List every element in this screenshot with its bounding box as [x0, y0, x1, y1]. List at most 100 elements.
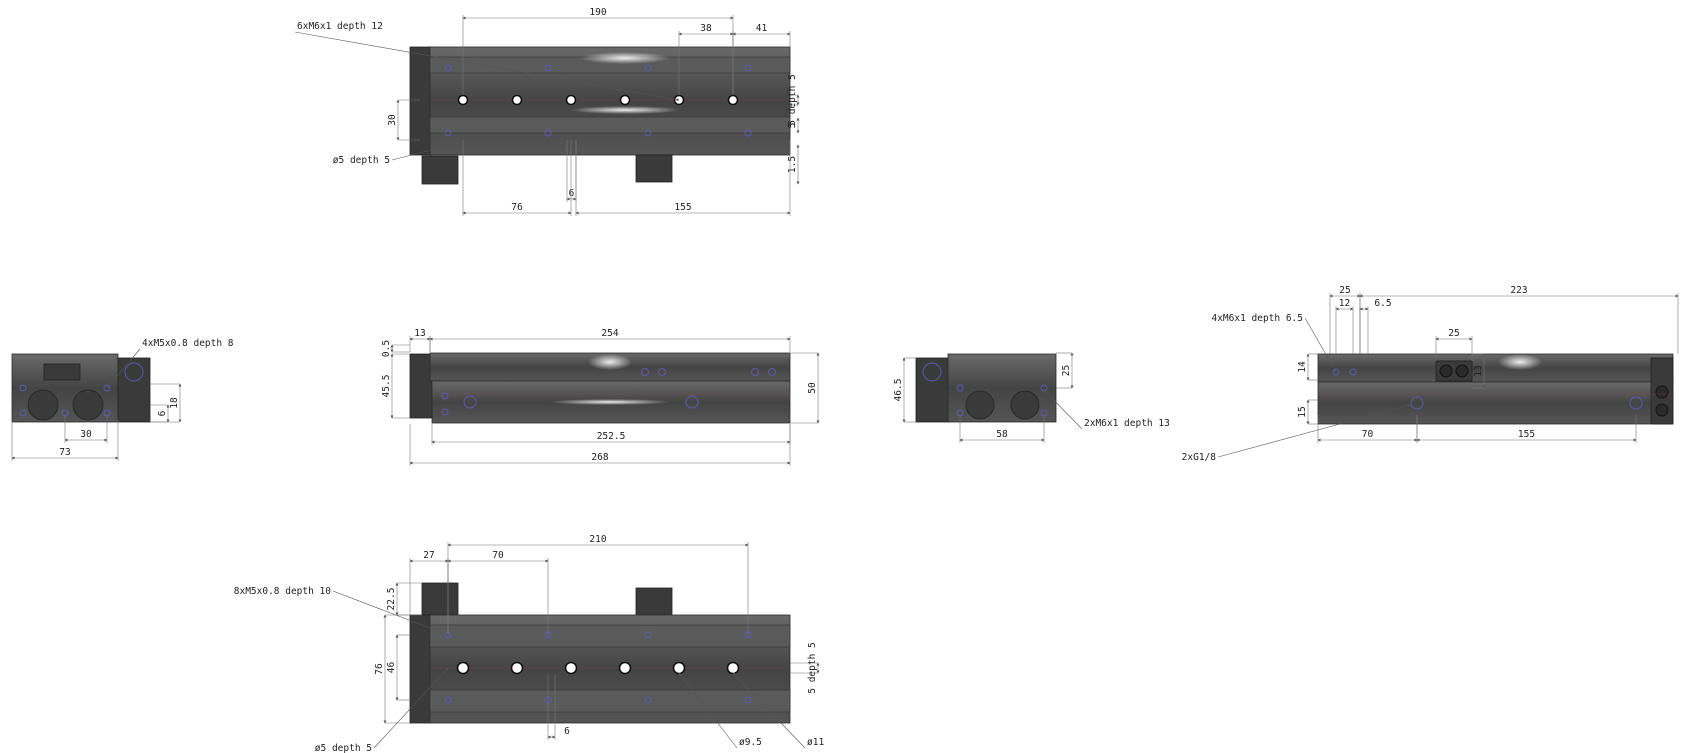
bottom-callout-pin: ø5 depth 5	[315, 667, 449, 753]
front-dim-rail: 252.5	[431, 424, 791, 445]
bottom-dim-b-label: 70	[492, 550, 504, 561]
top-dim-offset-label: 5	[787, 123, 798, 129]
right-dim-offset-label: 25	[1061, 365, 1072, 376]
right-end-cap	[915, 357, 951, 423]
back-view	[1317, 353, 1674, 425]
back-dim-c: 6.5	[1359, 298, 1392, 354]
top-dim-pitch-label: 38	[700, 23, 712, 34]
top-dim-length-label: 190	[589, 7, 606, 18]
bottom-dim-fitting: 22.5	[386, 582, 422, 616]
front-dim-total: 268	[409, 424, 791, 466]
back-dim-carriage-label: 14	[1297, 361, 1308, 373]
top-dim-offset: 5	[787, 117, 800, 134]
left-dim-width: 73	[11, 420, 119, 461]
left-dim-small: 6	[150, 404, 170, 423]
bottom-dim-slot: 6	[547, 675, 570, 740]
top-callout-thread: 6xM6x1 depth 12	[294, 21, 680, 102]
top-dim-left-label: 76	[511, 202, 523, 213]
right-dim-offset: 25	[1056, 352, 1074, 389]
top-dim-right-label: 155	[674, 202, 691, 213]
right-callout-thread-label: 2xM6x1 depth 13	[1084, 418, 1170, 429]
top-view-rail-lower	[429, 116, 791, 134]
left-end-bore	[72, 389, 104, 421]
top-dim-end-label: 41	[756, 23, 768, 34]
front-view-shine	[550, 399, 670, 405]
bottom-dim-fitting-label: 22.5	[386, 588, 397, 611]
right-end-bore	[965, 390, 995, 420]
right-dim-height: 46.5	[893, 357, 916, 423]
bottom-view-sensor-block	[635, 587, 673, 616]
back-callout-port-label: 2xG1/8	[1182, 452, 1217, 463]
left-callout-thread-label: 4xM5x0.8 depth 8	[142, 338, 234, 349]
left-dim-small-label: 6	[157, 410, 168, 416]
left-dim-hole-spacing-label: 30	[80, 429, 92, 440]
top-callout-pin: ø5 depth 5	[333, 141, 463, 166]
top-view-mount-holes	[457, 94, 739, 106]
bottom-dim-inner: 46	[386, 634, 410, 701]
top-dim-depth: 5 depth 5	[787, 74, 800, 126]
back-callout-port: 2xG1/8	[1182, 404, 1411, 463]
bottom-callout-bore: ø11	[732, 672, 824, 749]
back-dim-port: 25	[1435, 328, 1473, 361]
top-dim-gap-label: 1.5	[787, 156, 798, 173]
right-end-bore	[1010, 390, 1040, 420]
front-view-cap	[409, 353, 433, 419]
back-view-carriage	[1317, 353, 1674, 383]
bottom-dim-a-label: 27	[423, 550, 434, 561]
left-end-bore	[27, 389, 59, 421]
bottom-callout-thread: 8xM5x0.8 depth 10	[234, 586, 449, 636]
bottom-view-fitting	[421, 582, 459, 616]
front-dim-cap: 13	[409, 328, 431, 352]
back-dim-a-label: 25	[1339, 285, 1350, 296]
top-dim-height: 30	[387, 99, 420, 141]
back-dim-b-label: 12	[1339, 298, 1350, 309]
back-dim-length-label: 223	[1510, 285, 1527, 296]
front-dim-height-label: 45.5	[381, 375, 392, 398]
back-dim-carriage: 14	[1297, 353, 1318, 381]
back-callout-thread-label: 4xM6x1 depth 6.5	[1211, 313, 1303, 324]
back-dim-a: 25	[1329, 285, 1361, 354]
bottom-callout-bore-label: ø11	[807, 737, 824, 748]
top-callout-pin-label: ø5 depth 5	[333, 155, 390, 166]
top-dim-left: 76	[462, 140, 572, 216]
bottom-callout-counterbore: ø9.5	[678, 672, 762, 749]
bottom-dim-inner-label: 46	[386, 662, 397, 674]
top-dim-slot-label: 6	[569, 188, 575, 199]
back-callout-thread: 4xM6x1 depth 6.5	[1211, 313, 1337, 373]
back-dim-left-label: 70	[1362, 429, 1374, 440]
back-dim-port-height: 13	[1472, 353, 1486, 389]
front-dim-total-height: 50	[790, 352, 820, 424]
right-end-body	[947, 353, 1057, 423]
top-view-sensor-block	[635, 154, 673, 183]
top-callout-thread-label: 6xM6x1 depth 12	[297, 21, 383, 32]
dimension-layer: 190 38 41 30 5 depth 55 1.5 6 76 155 6xM6x1 depth…	[11, 7, 1679, 753]
top-dim-end: 41	[732, 23, 791, 47]
top-view-shine	[580, 52, 670, 64]
front-dim-cap-label: 13	[414, 328, 425, 339]
back-view-rail	[1317, 381, 1674, 425]
left-dim-height: 18	[150, 383, 182, 423]
top-dim-depth-label: 5 depth 5	[787, 74, 798, 125]
right-dim-hole-spacing-label: 58	[996, 429, 1008, 440]
front-dim-gap: 0.5	[381, 340, 410, 357]
bottom-dim-height-label: 76	[374, 663, 385, 675]
back-dim-rail: 15	[1297, 399, 1318, 425]
right-dim-height-label: 46.5	[893, 379, 904, 402]
bottom-callout-thread-label: 8xM5x0.8 depth 10	[234, 586, 332, 597]
top-view	[409, 46, 791, 185]
left-dim-height-label: 18	[169, 397, 180, 409]
front-dim-carriage: 254	[429, 328, 791, 352]
bottom-callout-pin-label: ø5 depth 5	[315, 743, 372, 753]
front-dim-height: 45.5	[381, 353, 410, 419]
top-dim-height-label: 30	[387, 114, 398, 126]
left-dim-hole-spacing: 30	[64, 415, 108, 443]
bottom-view-cap	[409, 614, 433, 724]
bottom-view	[409, 582, 791, 724]
bottom-view-mount-holes	[456, 661, 740, 675]
top-dim-right: 155	[575, 140, 791, 216]
front-dim-rail-label: 252.5	[597, 431, 626, 442]
back-dim-c-label: 6.5	[1374, 298, 1391, 309]
bottom-dim-slot-label: 6	[564, 726, 570, 737]
front-dim-total-label: 268	[591, 452, 608, 463]
back-dim-rail-label: 15	[1297, 406, 1308, 417]
